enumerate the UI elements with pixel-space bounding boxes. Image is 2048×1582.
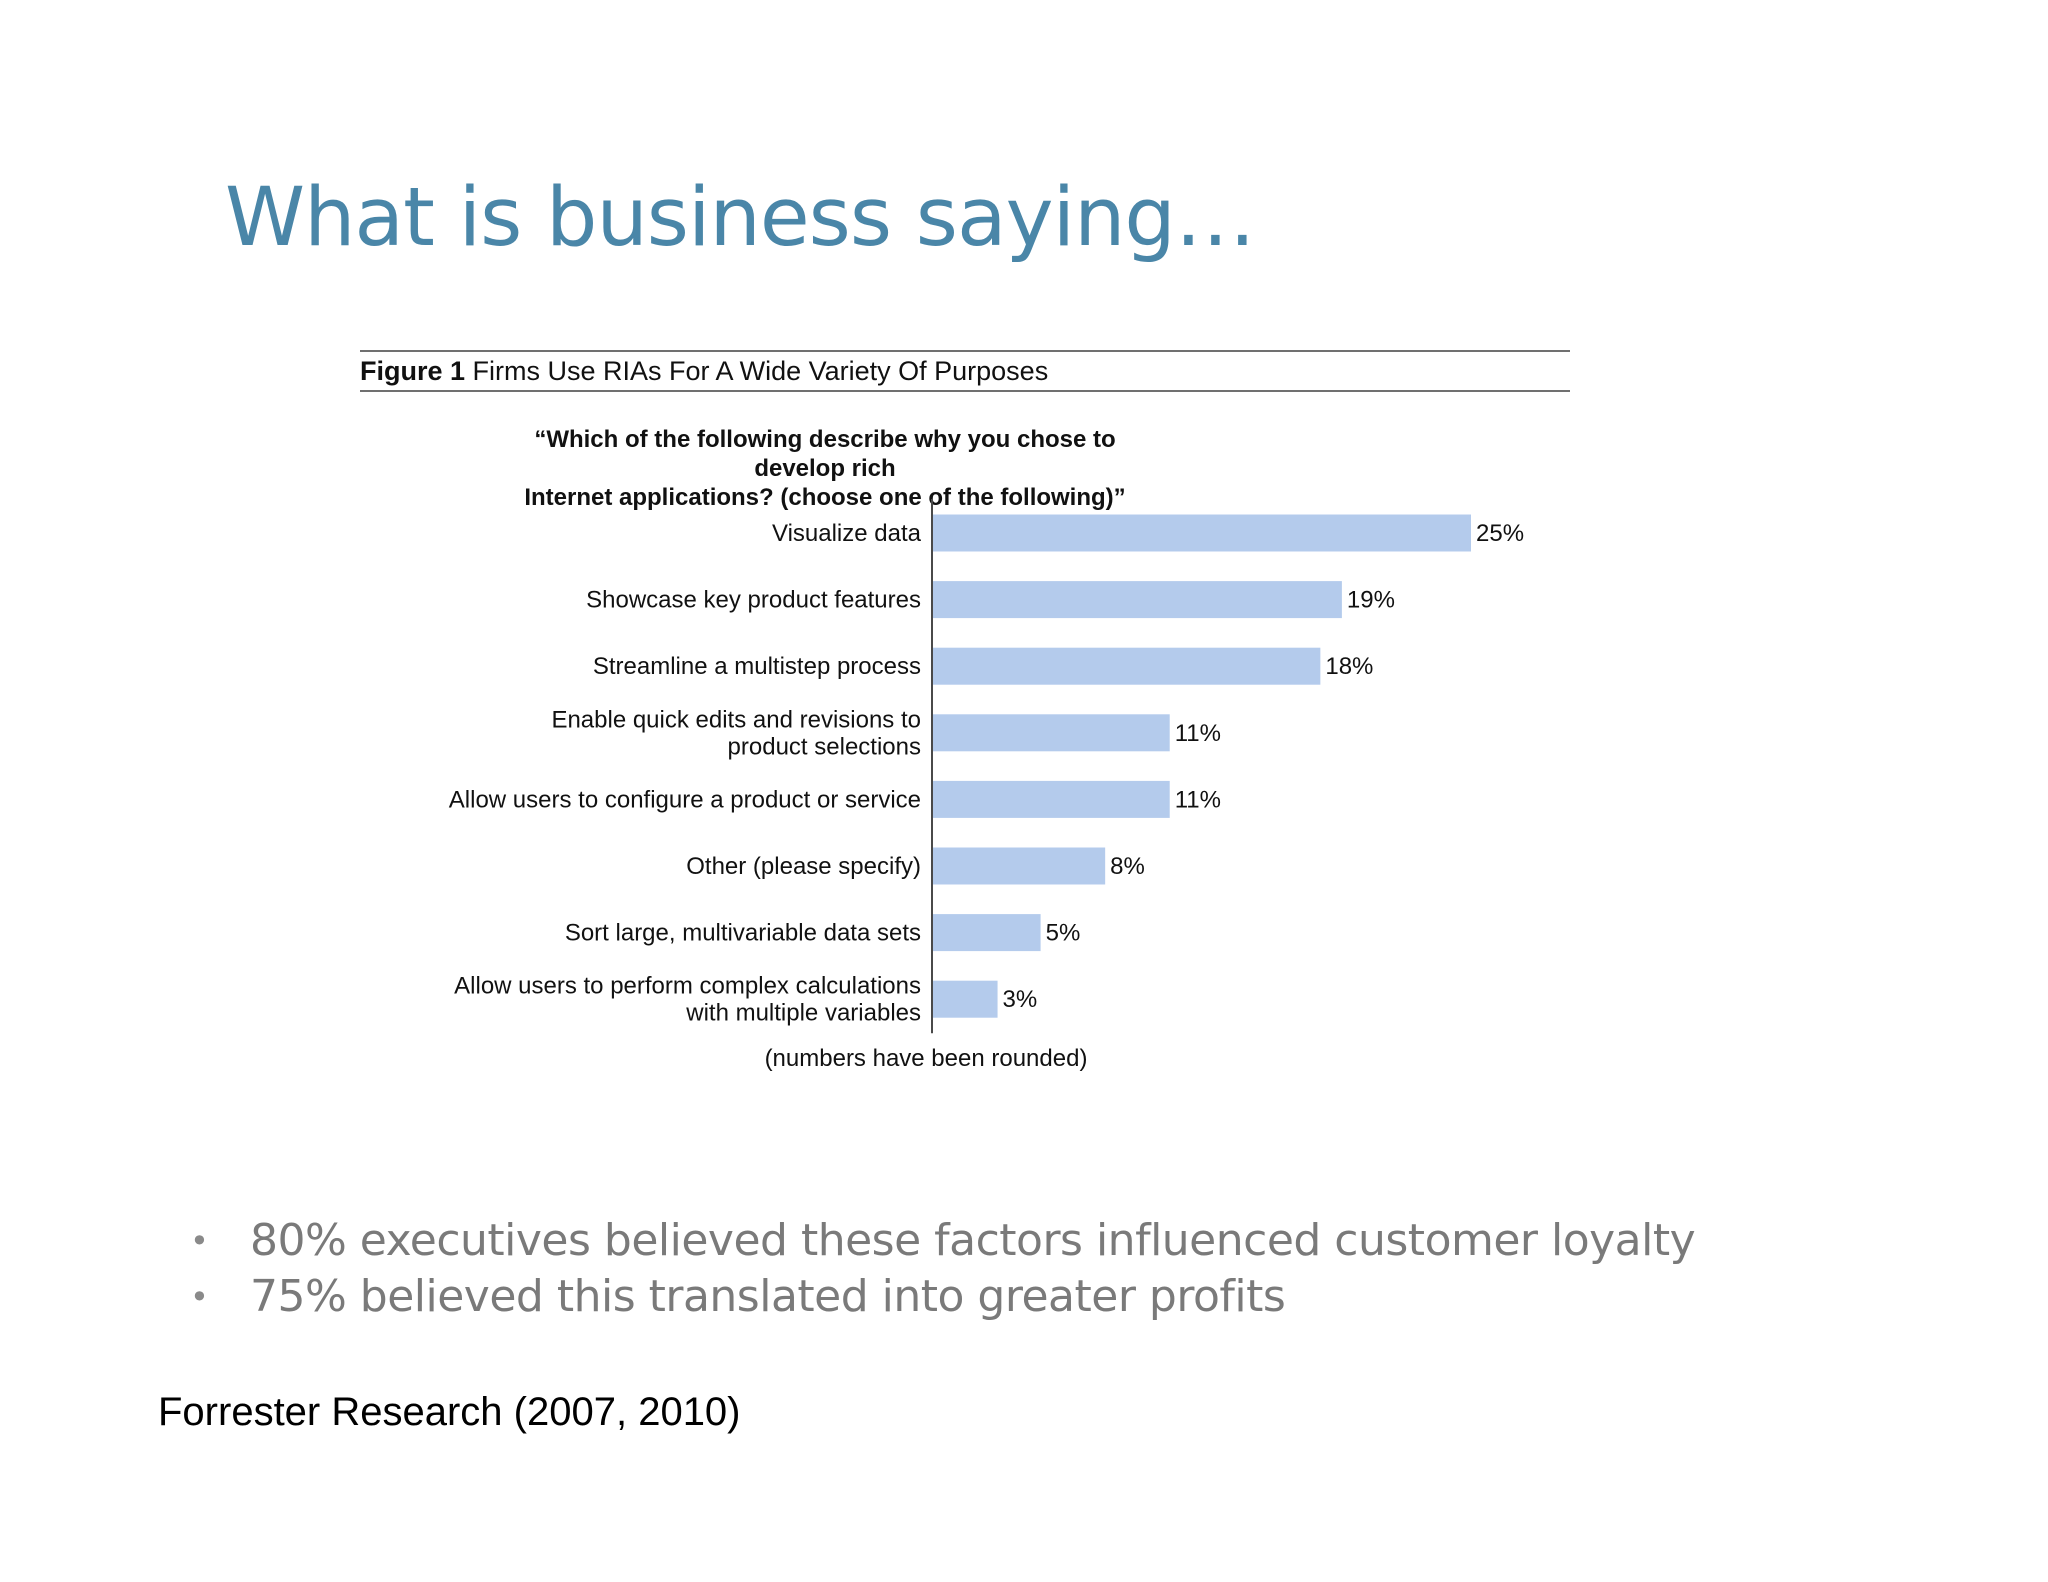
bullet-icon: •	[190, 1222, 209, 1260]
bar	[933, 914, 1041, 952]
category-label: Streamline a multistep process	[593, 653, 921, 680]
figure-number: Figure 1	[360, 356, 466, 386]
survey-question-line-1: “Which of the following describe why you…	[534, 426, 1116, 482]
bar	[933, 514, 1471, 552]
slide-title: What is business saying…	[225, 171, 1256, 265]
category-label: Showcase key product features	[586, 587, 921, 614]
category-label: Visualize data	[772, 520, 922, 547]
bar	[933, 780, 1170, 818]
source-citation: Forrester Research (2007, 2010)	[158, 1390, 741, 1434]
bullet-list: • 80% executives believed these factors …	[190, 1213, 1696, 1325]
bar	[933, 581, 1342, 619]
figure-header: Figure 1 Firms Use RIAs For A Wide Varie…	[360, 350, 1570, 392]
value-label: 25%	[1476, 520, 1524, 547]
survey-question: “Which of the following describe why you…	[500, 425, 1150, 512]
survey-question-line-2: Internet applications? (choose one of th…	[524, 484, 1126, 511]
value-label: 5%	[1046, 920, 1081, 947]
bar	[933, 847, 1106, 885]
bullet-item: • 80% executives believed these factors …	[190, 1213, 1696, 1269]
bullet-icon: •	[190, 1278, 209, 1316]
bullet-item: • 75% believed this translated into grea…	[190, 1269, 1695, 1325]
category-label: Allow users to configure a product or se…	[449, 786, 921, 813]
bullet-text: 80% executives believed these factors in…	[250, 1215, 1696, 1266]
bar	[933, 647, 1321, 685]
bar-chart: 25% Visualize data 19% Showcase key product…	[449, 499, 1524, 1034]
category-label: Sort large, multivariable data sets	[565, 920, 921, 947]
category-label: Allow users to perform complex calculati…	[454, 973, 921, 1027]
category-label: Enable quick edits and revisions to produ…	[551, 706, 921, 760]
bullet-text: 75% believed this translated into greate…	[250, 1271, 1286, 1322]
figure-caption: Firms Use RIAs For A Wide Variety Of Pur…	[472, 356, 1049, 386]
value-label: 11%	[1175, 720, 1221, 747]
value-label: 3%	[1003, 986, 1038, 1013]
value-label: 11%	[1175, 786, 1221, 813]
chart-note: (numbers have been rounded)	[764, 1045, 1088, 1072]
value-label: 8%	[1110, 853, 1145, 880]
category-label: Other (please specify)	[686, 853, 921, 880]
bar	[933, 980, 998, 1018]
value-label: 18%	[1325, 653, 1373, 680]
figure: Figure 1 Firms Use RIAs For A Wide Varie…	[360, 350, 1570, 1080]
bar	[933, 714, 1170, 752]
value-label: 19%	[1347, 587, 1395, 614]
